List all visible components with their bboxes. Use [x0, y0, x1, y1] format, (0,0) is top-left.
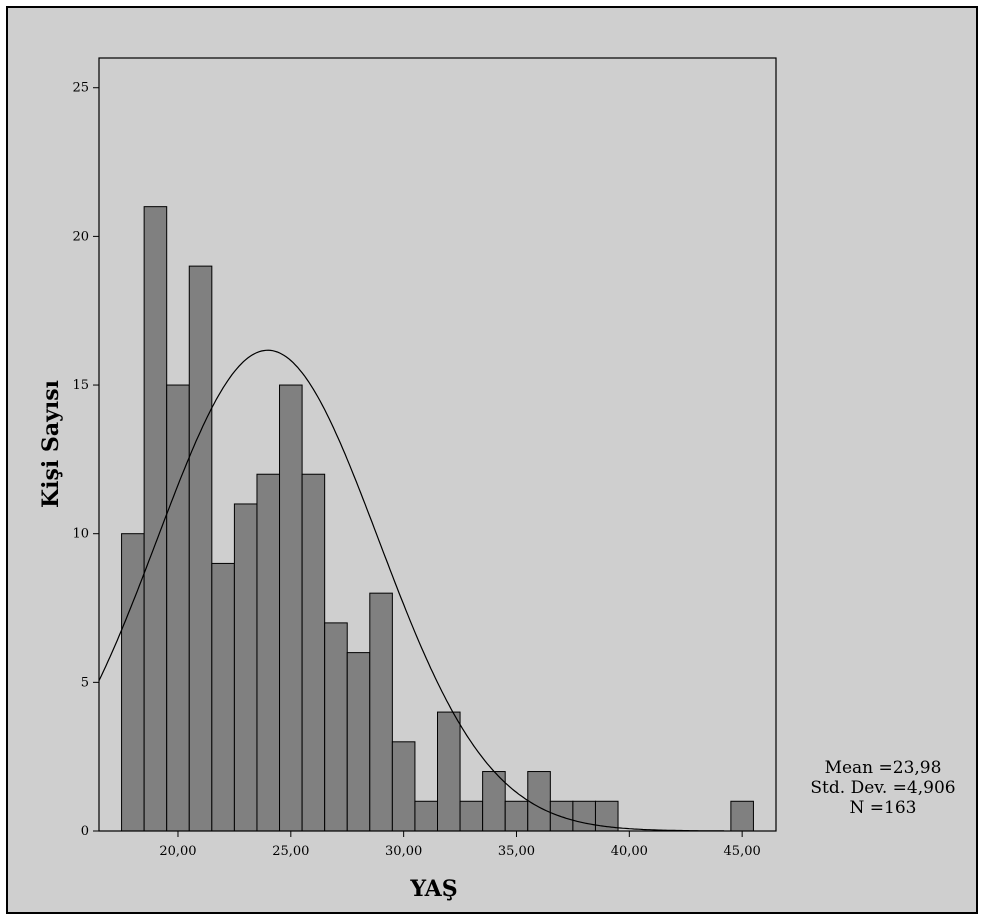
histogram-bar: [301, 473, 326, 832]
x-tick-label: 40,00: [611, 844, 648, 859]
histogram-bar: [256, 473, 281, 832]
plot-area-border: [98, 57, 777, 832]
y-tick-label: 25: [72, 81, 89, 96]
stats-n: N =163: [849, 798, 917, 818]
histogram-bar: [527, 771, 551, 832]
y-tick-label: 15: [72, 378, 89, 393]
histogram-bar: [414, 800, 438, 832]
x-tick-label: 30,00: [385, 844, 422, 859]
histogram-bar: [504, 800, 529, 832]
x-tick-label: 35,00: [498, 844, 535, 859]
histogram-bar: [482, 771, 506, 832]
histogram-bar: [233, 503, 258, 832]
histogram-bar: [549, 800, 574, 832]
histogram-bar: [437, 711, 461, 832]
histogram-bar: [369, 592, 393, 832]
y-tick-label: 20: [72, 229, 89, 244]
histogram-bar: [572, 800, 596, 832]
x-tick-label: 45,00: [724, 844, 761, 859]
y-axis: 0 5 10 15 20 25: [72, 81, 99, 839]
y-tick-label: 10: [72, 527, 89, 542]
x-tick-label: 25,00: [272, 844, 309, 859]
histogram-bar: [391, 741, 416, 832]
normal-curve: [98, 349, 725, 832]
histogram-bar: [324, 622, 348, 832]
stats-std-dev: Std. Dev. =4,906: [810, 778, 956, 798]
histogram-bar: [143, 206, 168, 832]
histogram-bar: [346, 652, 371, 832]
x-axis: 20,00 25,00 30,00 35,00 40,00 45,00: [159, 831, 761, 859]
histogram-bar: [188, 265, 213, 832]
y-axis-title: Kişi Sayısı: [38, 380, 64, 508]
histogram-bar: [459, 800, 484, 832]
histogram-bar: [279, 384, 303, 832]
stats-box: Mean =23,98 Std. Dev. =4,906 N =163: [808, 758, 958, 818]
x-axis-title: YAŞ: [409, 876, 457, 902]
histogram-bar: [166, 384, 190, 832]
stats-mean: Mean =23,98: [824, 758, 942, 778]
x-tick-label: 20,00: [159, 844, 196, 859]
histogram-bar: [730, 800, 754, 832]
histogram-bar: [211, 562, 235, 832]
y-tick-label: 5: [81, 675, 89, 690]
bars-group: [121, 206, 754, 832]
histogram-bar: [121, 533, 145, 832]
y-tick-label: 0: [81, 824, 89, 839]
